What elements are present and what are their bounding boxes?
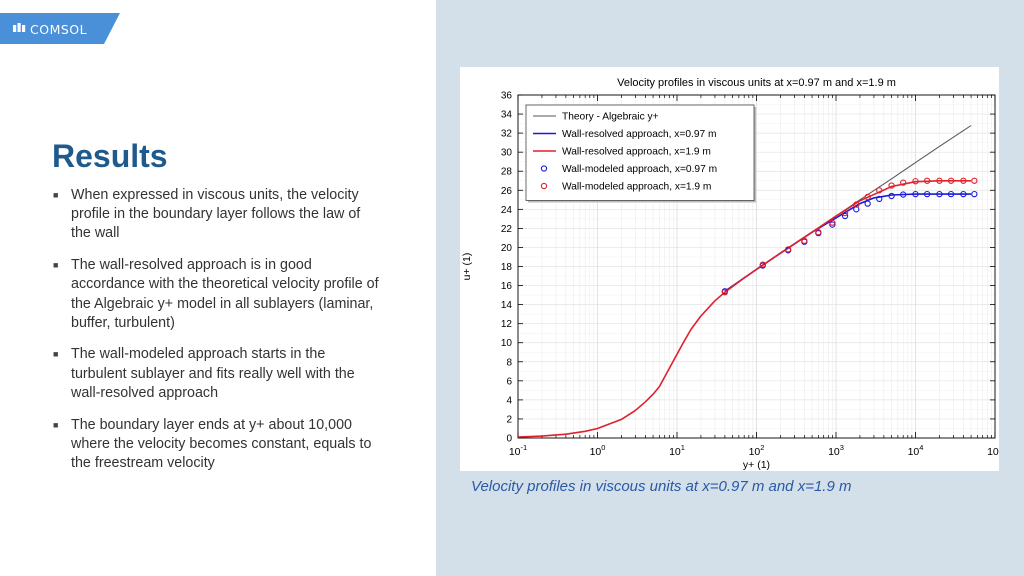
bullet-item: ■ The wall-modeled approach starts in the… xyxy=(52,345,382,403)
wall-modeled-19-marker xyxy=(912,178,919,185)
legend-swatch-marker xyxy=(540,165,548,172)
wall-modeled-097-marker xyxy=(829,221,836,228)
bullet-text: When expressed in viscous units, the vel… xyxy=(71,187,361,242)
wall-modeled-19-marker xyxy=(947,177,955,184)
bullet-text: The wall-modeled approach starts in the … xyxy=(71,346,355,401)
wall-modeled-097-marker xyxy=(960,190,967,198)
y-tick-label: 16 xyxy=(501,281,513,292)
y-tick-label: 32 xyxy=(501,129,513,140)
wall-modeled-19-marker xyxy=(923,177,931,184)
y-tick-label: 28 xyxy=(501,167,513,178)
y-tick-label: 2 xyxy=(506,414,512,425)
legend-box xyxy=(525,104,755,201)
legend-entry-label: Wall-modeled approach, x=1.9 m xyxy=(562,182,711,193)
y-tick-label: 22 xyxy=(501,224,513,235)
bullet-item: ■ When expressed in viscous units, the ve… xyxy=(52,186,382,244)
y-tick-label: 26 xyxy=(501,186,513,197)
wall-modeled-19-marker xyxy=(876,187,883,194)
x-tick-label: 102 xyxy=(749,443,765,458)
wall-modeled-19-marker xyxy=(829,219,836,226)
bullet-list: ■ When expressed in viscous units, the ve… xyxy=(52,186,382,486)
wall-modeled-19-marker xyxy=(759,261,766,268)
wall-modeled-097-marker xyxy=(864,200,871,207)
y-tick-label: 14 xyxy=(501,300,513,311)
bullet-item: ■ The boundary layer ends at y+ about 10,… xyxy=(52,416,382,474)
y-tick-label: 8 xyxy=(506,357,512,368)
y-axis-label: u+ (1) xyxy=(461,253,473,281)
wall-modeled-097-marker xyxy=(936,190,943,198)
wall-resolved-19-line xyxy=(517,180,972,438)
y-tick-label: 24 xyxy=(501,205,513,216)
wall-modeled-19-marker xyxy=(960,177,967,184)
y-tick-label: 18 xyxy=(501,262,513,273)
bullet-square-icon: ■ xyxy=(53,419,59,430)
logo-wordmark: COMSOL xyxy=(30,22,88,37)
chart-title: Velocity profiles in viscous units at x=… xyxy=(617,77,896,89)
bullet-square-icon: ■ xyxy=(53,349,59,360)
wall-modeled-19-marker xyxy=(864,193,871,201)
x-tick-label: 10-1 xyxy=(509,443,527,458)
x-axis-label: y+ (1) xyxy=(743,459,770,471)
x-tick-label: 103 xyxy=(828,443,844,458)
legend-entry-label: Wall-resolved approach, x=1.9 m xyxy=(562,147,711,158)
wall-modeled-19-marker xyxy=(936,177,943,184)
wall-modeled-097-marker xyxy=(876,195,883,203)
comsol-logo: COMSOL xyxy=(0,13,120,44)
wall-modeled-19-marker xyxy=(971,177,978,184)
y-tick-label: 4 xyxy=(506,395,512,406)
y-tick-label: 36 xyxy=(501,91,513,102)
y-tick-label: 6 xyxy=(506,376,512,387)
bullet-square-icon: ■ xyxy=(53,260,59,271)
bullet-text: The wall-resolved approach is in good ac… xyxy=(71,257,379,331)
wall-modeled-097-marker xyxy=(888,192,895,200)
bullet-item: ■ The wall-resolved approach is in good a… xyxy=(52,256,382,333)
wall-modeled-19-marker xyxy=(888,182,895,189)
wall-modeled-19-marker xyxy=(853,201,860,208)
legend-entry-label: Wall-resolved approach, x=0.97 m xyxy=(562,129,717,140)
y-tick-label: 10 xyxy=(501,338,513,349)
y-tick-label: 34 xyxy=(501,110,513,121)
x-tick-label: 101 xyxy=(669,443,685,458)
legend-entry-label: Wall-modeled approach, x=0.97 m xyxy=(562,164,717,175)
wall-modeled-19-marker xyxy=(841,209,849,217)
wall-modeled-19-marker xyxy=(721,289,729,296)
legend-swatch-marker xyxy=(540,182,548,190)
wall-modeled-097-marker xyxy=(900,191,907,198)
x-tick-label: 100 xyxy=(590,443,606,458)
y-tick-label: 30 xyxy=(501,148,513,159)
x-tick-label: 105 xyxy=(987,443,999,458)
y-tick-label: 0 xyxy=(506,434,512,445)
wall-modeled-097-marker xyxy=(912,190,919,198)
bullet-square-icon: ■ xyxy=(53,190,59,200)
legend-entry-label: Theory - Algebraic y+ xyxy=(562,112,659,123)
wall-modeled-097-marker xyxy=(841,212,849,220)
figure-caption: Velocity profiles in viscous units at x=… xyxy=(471,478,852,495)
wall-modeled-19-marker xyxy=(801,237,808,244)
wall-modeled-19-marker xyxy=(784,246,792,253)
y-tick-label: 20 xyxy=(501,243,513,254)
wall-modeled-097-marker xyxy=(971,190,978,198)
wall-modeled-19-marker xyxy=(900,179,907,186)
chart-container: 0 2 4 6 8 10 12 14 16 18 20 22 24 26 28 30 32 34 36 10-1 100… xyxy=(460,67,999,471)
bullet-text: The boundary layer ends at y+ about 10,0… xyxy=(71,416,372,471)
x-tick-label: 104 xyxy=(908,443,924,458)
page-title: Results xyxy=(52,138,168,174)
wall-modeled-097-marker xyxy=(947,190,955,198)
y-tick-label: 12 xyxy=(501,319,513,330)
wall-modeled-097-marker xyxy=(923,190,931,198)
wall-modeled-19-marker xyxy=(815,229,822,236)
